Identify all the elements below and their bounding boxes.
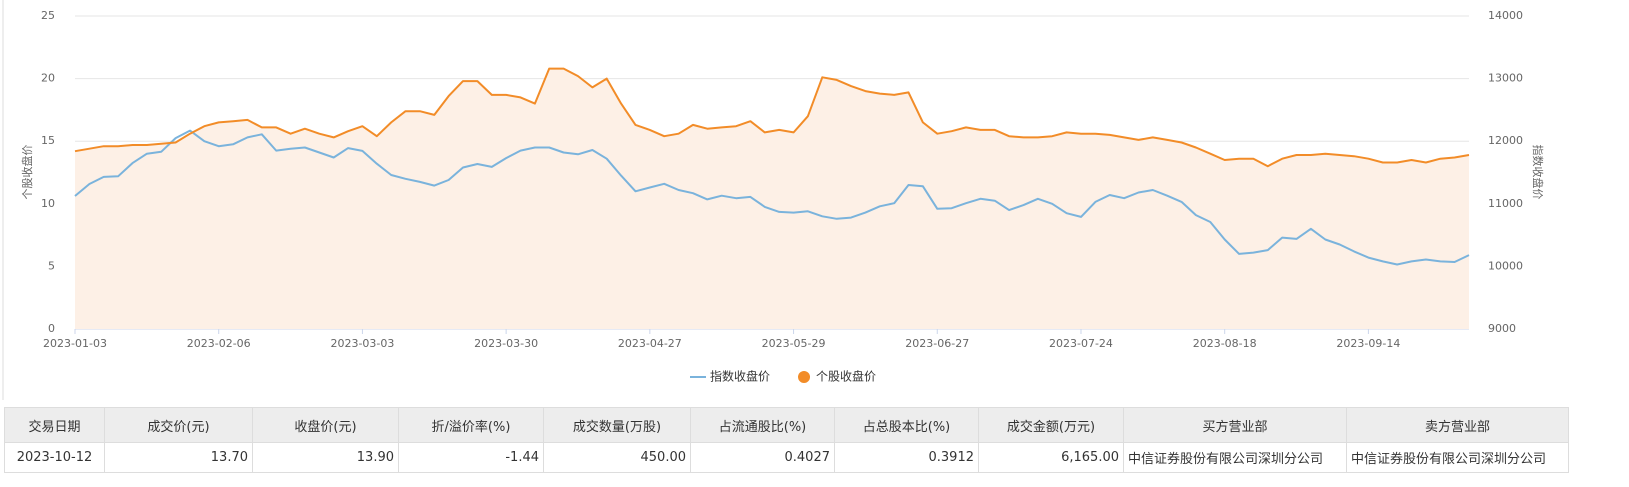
header-cell: 交易日期 [4, 407, 105, 443]
y-tick-label: 15 [41, 134, 55, 147]
y2-tick-label: 10000 [1488, 259, 1523, 272]
table-body: 2023-10-12 13.70 13.90 -1.44 450.00 0.4027 0.3… [4, 442, 1569, 473]
table-row: 2023-10-12 13.70 13.90 -1.44 450.00 0.4027 0.3… [4, 442, 1569, 473]
table-cell: 中信证券股份有限公司深圳分公司 [1346, 442, 1569, 473]
y2-tick-label: 14000 [1488, 9, 1523, 22]
x-tick-label: 2023-09-14 [1336, 337, 1400, 350]
area [75, 68, 1469, 329]
header-cell: 成交数量(万股) [543, 407, 691, 443]
y-axis-title: 个股收盘价 [20, 145, 34, 200]
y-tick-label: 0 [48, 322, 55, 335]
series-line [74, 67, 1470, 168]
header-cell: 占总股本比(%) [834, 407, 979, 443]
x-tick-label: 2023-04-27 [618, 337, 682, 350]
table-cell: 中信证券股份有限公司深圳分公司 [1123, 442, 1347, 473]
x-tick-label: 2023-08-18 [1193, 337, 1257, 350]
y2-axis-title: 指数收盘价 [1531, 145, 1545, 200]
table-cell: 2023-10-12 [4, 442, 105, 473]
y-tick-label: 20 [41, 72, 55, 85]
y2-tick-label: 11000 [1488, 197, 1523, 210]
table-cell: 0.4027 [690, 442, 835, 473]
table-cell: -1.44 [398, 442, 544, 473]
x-tick-label: 2023-03-30 [474, 337, 538, 350]
x-tick-label: 2023-01-03 [43, 337, 107, 350]
x-tick-label: 2023-05-29 [762, 337, 826, 350]
header-row: 交易日期 成交价(元) 收盘价(元) 折/溢价率(%) 成交数量(万股) 占流通股比(%)… [4, 407, 1569, 443]
x-tick-label: 2023-03-03 [330, 337, 394, 350]
x-tick-label: 2023-06-27 [905, 337, 969, 350]
header-cell: 折/溢价率(%) [398, 407, 544, 443]
legend-label: 个股收盘价 [816, 369, 876, 384]
header-cell: 成交价(元) [104, 407, 253, 443]
y-tick-label: 5 [48, 259, 55, 272]
chart: 个股收盘价 指数收盘价 0 5 10 15 20 25 9000 10000 11000 1200… [2, 0, 1545, 400]
table-cell: 450.00 [543, 442, 691, 473]
table-cell: 13.70 [104, 442, 253, 473]
header-cell: 买方营业部 [1123, 407, 1347, 443]
x-tick-label: 2023-02-06 [187, 337, 251, 350]
series-line [74, 129, 1470, 266]
legend-label: 指数收盘价 [710, 369, 770, 384]
table-cell: 13.90 [252, 442, 399, 473]
y-tick-label: 10 [41, 197, 55, 210]
header-cell: 占流通股比(%) [690, 407, 835, 443]
header-cell: 收盘价(元) [252, 407, 399, 443]
table-cell: 6,165.00 [978, 442, 1124, 473]
trade-table: 交易日期 成交价(元) 收盘价(元) 折/溢价率(%) 成交数量(万股) 占流通股比(%)… [4, 407, 1569, 473]
legend-icon [798, 371, 811, 383]
header-cell: 成交金额(万元) [978, 407, 1124, 443]
x-tick-label: 2023-07-24 [1049, 337, 1113, 350]
y2-tick-label: 13000 [1488, 72, 1523, 85]
table-cell: 0.3912 [834, 442, 979, 473]
header-cell: 卖方营业部 [1346, 407, 1569, 443]
y2-tick-label: 12000 [1488, 134, 1523, 147]
y-tick-label: 25 [41, 9, 55, 22]
y2-tick-label: 9000 [1488, 322, 1516, 335]
